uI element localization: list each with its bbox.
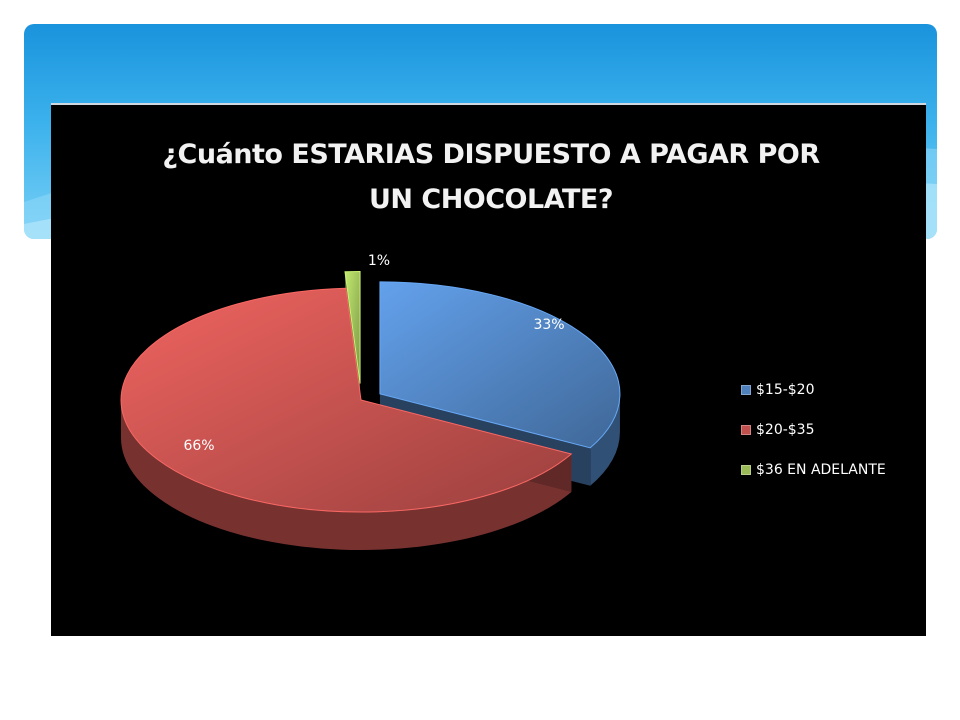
- legend-swatch: [741, 465, 751, 475]
- legend-item-36-adelante: $36 EN ADELANTE: [741, 460, 886, 480]
- data-label-slice-15-20: 33%: [533, 317, 564, 333]
- slice-36-adelante: [344, 271, 361, 384]
- pie-chart: 33% 66% 1%: [120, 253, 621, 550]
- chart-area: 33% 66% 1% ¿Cuánto ESTARIAS DISPUESTO A PA…: [51, 103, 926, 636]
- chart-legend: $15-$20 $20-$35 $36 EN ADELANTE: [741, 380, 886, 500]
- legend-item-15-20: $15-$20: [741, 380, 886, 400]
- legend-label: $15-$20: [756, 382, 815, 398]
- slice-20-35: [120, 287, 573, 513]
- data-label-slice-36-adelante: 1%: [368, 253, 390, 269]
- legend-swatch: [741, 425, 751, 435]
- slice-20-35-side: [121, 400, 572, 550]
- slice-15-20-side: [590, 393, 620, 486]
- legend-item-20-35: $20-$35: [741, 420, 886, 440]
- chart-title: ¿Cuánto ESTARIAS DISPUESTO A PAGAR POR U…: [162, 139, 820, 215]
- slice-15-20: [379, 281, 621, 449]
- legend-label: $20-$35: [756, 422, 815, 438]
- legend-label: $36 EN ADELANTE: [756, 462, 886, 478]
- legend-swatch: [741, 385, 751, 395]
- data-label-slice-20-35: 66%: [183, 438, 214, 454]
